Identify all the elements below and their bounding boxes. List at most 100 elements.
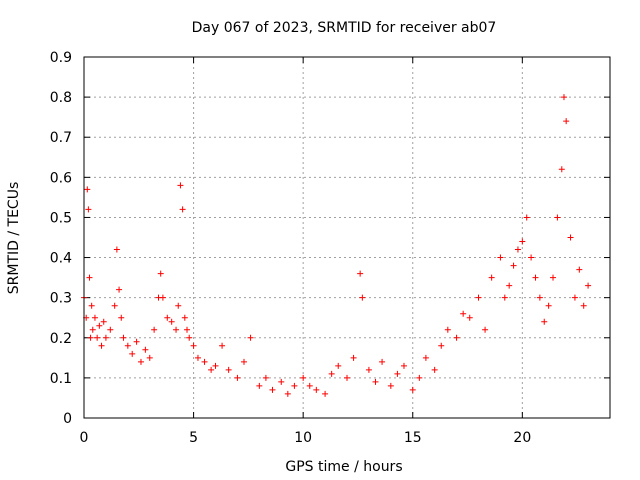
data-point: [94, 334, 101, 341]
data-point: [129, 350, 136, 357]
data-point: [85, 206, 92, 213]
data-point: [157, 270, 164, 277]
data-point: [225, 366, 232, 373]
data-point: [111, 302, 118, 309]
data-point: [501, 294, 508, 301]
y-tick-label: 0.1: [50, 371, 72, 387]
y-tick-label: 0.6: [50, 170, 72, 186]
data-point: [146, 354, 153, 361]
data-point: [372, 378, 379, 385]
data-point: [118, 314, 125, 321]
data-point: [102, 334, 109, 341]
data-point: [173, 326, 180, 333]
data-point: [541, 318, 548, 325]
data-point: [576, 266, 583, 273]
data-point: [278, 378, 285, 385]
data-point: [179, 206, 186, 213]
data-point: [510, 262, 517, 269]
data-point: [357, 270, 364, 277]
data-point: [194, 354, 201, 361]
data-point: [98, 342, 105, 349]
data-point: [585, 282, 592, 289]
data-point: [186, 334, 193, 341]
data-point: [313, 386, 320, 393]
y-tick-label: 0.3: [50, 291, 72, 307]
y-tick-label: 0.7: [50, 130, 72, 146]
data-point: [88, 302, 95, 309]
grid-lines: [84, 57, 610, 418]
data-point: [87, 334, 94, 341]
data-point: [359, 294, 366, 301]
data-point: [116, 286, 123, 293]
x-tick-label: 5: [189, 430, 198, 446]
data-point: [208, 366, 215, 373]
data-point: [300, 374, 307, 381]
chart-title: Day 067 of 2023, SRMTID for receiver ab0…: [192, 20, 497, 36]
plot-frame: [83, 56, 611, 419]
data-point: [488, 274, 495, 281]
x-axis-label: GPS time / hours: [285, 459, 402, 475]
data-point: [453, 334, 460, 341]
data-point: [201, 358, 208, 365]
data-point: [460, 310, 467, 317]
data-point: [107, 326, 114, 333]
data-point: [120, 334, 127, 341]
data-point: [219, 342, 226, 349]
data-point: [168, 318, 175, 325]
data-point: [137, 358, 144, 365]
data-point: [151, 326, 158, 333]
x-tick-label: 10: [294, 430, 312, 446]
data-point: [335, 362, 342, 369]
data-point: [96, 322, 103, 329]
data-point: [91, 314, 98, 321]
data-point: [567, 234, 574, 241]
data-point: [240, 358, 247, 365]
data-point: [560, 94, 567, 101]
data-point: [124, 342, 131, 349]
data-point: [379, 358, 386, 365]
y-tick-label: 0.9: [50, 50, 72, 66]
data-point: [558, 166, 565, 173]
data-point: [532, 274, 539, 281]
data-point: [256, 382, 263, 389]
data-point: [212, 362, 219, 369]
data-point: [554, 214, 561, 221]
data-point: [291, 382, 298, 389]
data-point: [431, 366, 438, 373]
data-point: [416, 374, 423, 381]
data-point: [177, 182, 184, 189]
data-point: [497, 254, 504, 261]
data-point: [247, 334, 254, 341]
data-point: [184, 326, 191, 333]
y-tick-label: 0.8: [50, 90, 72, 106]
data-point: [506, 282, 513, 289]
data-point: [409, 386, 416, 393]
data-point: [528, 254, 535, 261]
data-point: [181, 314, 188, 321]
data-point: [306, 382, 313, 389]
data-point: [563, 118, 570, 125]
data-point: [133, 338, 140, 345]
data-point: [545, 302, 552, 309]
data-point: [350, 354, 357, 361]
data-point: [571, 294, 578, 301]
data-point: [284, 390, 291, 397]
data-point: [387, 382, 394, 389]
data-point: [400, 362, 407, 369]
data-point: [84, 186, 91, 193]
data-point: [175, 302, 182, 309]
y-tick-label: 0.4: [50, 251, 72, 267]
data-point: [159, 294, 166, 301]
data-point: [344, 374, 350, 381]
data-point: [514, 246, 521, 253]
data-point: [100, 318, 107, 325]
data-point: [234, 374, 241, 381]
data-points: [81, 94, 592, 397]
data-point: [86, 274, 93, 281]
data-point: [482, 326, 489, 333]
data-point: [475, 294, 482, 301]
data-point: [519, 238, 526, 245]
y-tick-label: 0.2: [50, 331, 72, 347]
data-point: [438, 342, 445, 349]
